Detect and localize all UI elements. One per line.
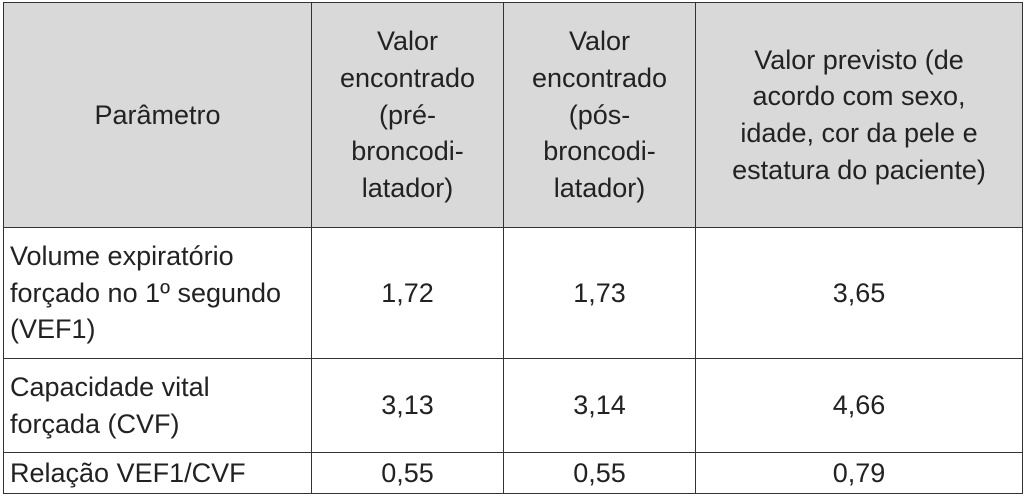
- value-cell: 0,55: [503, 452, 696, 494]
- header-text-line: acordo com sexo,: [752, 81, 966, 112]
- header-text-line: Parâmetro: [94, 99, 221, 130]
- value-cell: 1,72: [311, 227, 504, 359]
- header-text-line: broncodi-: [543, 136, 656, 167]
- header-text-line: latador): [553, 173, 646, 204]
- value-cell: 0,55: [311, 452, 504, 494]
- header-cell: Valor previsto (de acordo com sexo, idade,…: [695, 2, 1023, 228]
- header-text-line: latador): [361, 173, 454, 204]
- parameter-cell: Volume expiratório forçado no 1º segundo…: [3, 227, 312, 359]
- table-row: Relação VEF1/CVF 0,55 0,55 0,79: [3, 452, 1023, 494]
- parameter-cell: Relação VEF1/CVF: [3, 452, 312, 494]
- header-cell: Valor encontrado (pós-broncodi-latador): [503, 2, 696, 228]
- header-row: Parâmetro Valor encontrado (pré-broncodi-la…: [3, 2, 1023, 228]
- value-cell: 3,13: [311, 358, 504, 453]
- table-body: Volume expiratório forçado no 1º segundo…: [3, 227, 1023, 494]
- table-row: Capacidade vital forçada (CVF) 3,13 3,14 4,…: [3, 358, 1023, 453]
- value-cell: 1,73: [503, 227, 696, 359]
- header-text-line: encontrado: [531, 62, 668, 93]
- table-row: Volume expiratório forçado no 1º segundo…: [3, 227, 1023, 359]
- value-cell: 0,79: [695, 452, 1023, 494]
- parameter-cell: Capacidade vital forçada (CVF): [3, 358, 312, 453]
- header-text-line: estatura do paciente): [732, 154, 986, 185]
- header-cell: Valor encontrado (pré-broncodi-latador): [311, 2, 504, 228]
- header-text-line: (pré-: [378, 99, 436, 130]
- header-text-line: encontrado: [339, 62, 476, 93]
- header-text-line: Valor: [568, 26, 631, 57]
- header-cell: Parâmetro: [3, 2, 312, 228]
- header-text-line: (pós-: [568, 99, 631, 130]
- header-text-line: idade, cor da pele e: [740, 118, 978, 148]
- spirometry-table: Parâmetro Valor encontrado (pré-broncodi-la…: [3, 2, 1023, 494]
- value-cell: 4,66: [695, 358, 1023, 453]
- header-text-line: broncodi-: [351, 136, 464, 167]
- value-cell: 3,65: [695, 227, 1023, 359]
- header-text-line: Valor: [376, 26, 439, 57]
- value-cell: 3,14: [503, 358, 696, 453]
- header-text-line: Valor previsto (de: [754, 44, 964, 75]
